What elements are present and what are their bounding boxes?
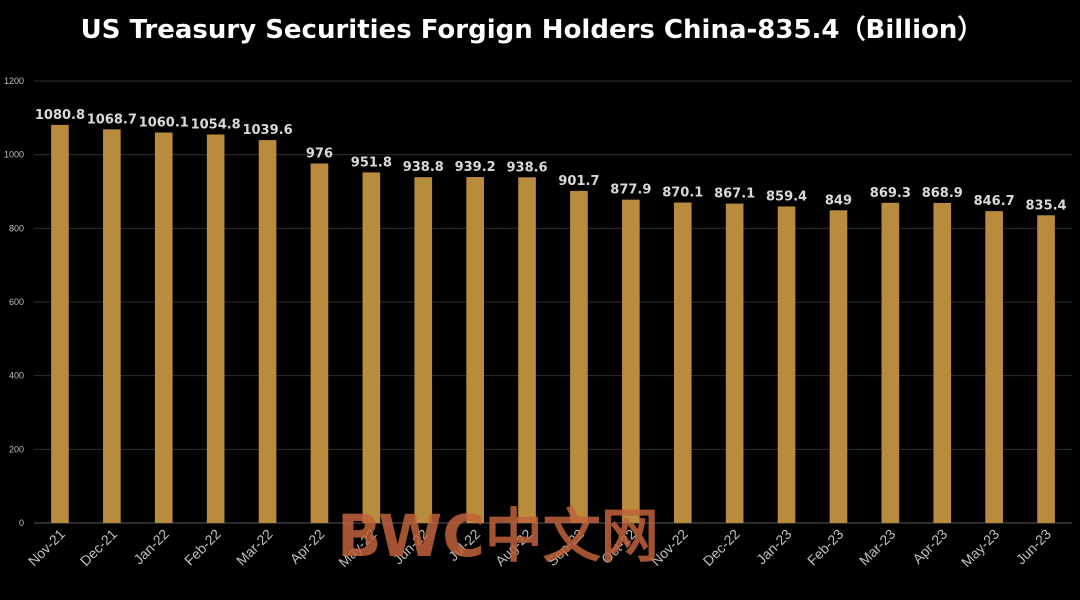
y-tick-label: 0 bbox=[19, 518, 24, 528]
y-axis-ticks: 0 200 400 600 800 1000 1200 bbox=[4, 76, 24, 528]
data-label: 849 bbox=[825, 193, 852, 208]
y-tick-label: 1200 bbox=[4, 76, 24, 86]
data-label: 835.4 bbox=[1025, 198, 1066, 213]
bar bbox=[310, 163, 329, 524]
bar bbox=[466, 177, 484, 523]
watermark: BWC中文网 bbox=[337, 502, 659, 570]
data-label: 1080.8 bbox=[35, 108, 85, 123]
data-label: 870.1 bbox=[662, 186, 703, 201]
bar bbox=[258, 140, 277, 523]
bar bbox=[1037, 215, 1055, 524]
y-tick-label: 200 bbox=[9, 444, 24, 454]
bar bbox=[933, 202, 952, 523]
data-label: 1039.6 bbox=[242, 123, 292, 138]
y-tick-label: 1000 bbox=[4, 150, 24, 160]
y-tick-label: 400 bbox=[9, 371, 24, 381]
bar bbox=[881, 202, 900, 523]
bar bbox=[103, 129, 121, 523]
bar bbox=[206, 134, 225, 523]
bars bbox=[51, 124, 1055, 524]
chart-title: US Treasury Securities Forgign Holders C… bbox=[81, 15, 984, 45]
data-label: 877.9 bbox=[610, 183, 651, 198]
bar bbox=[518, 177, 536, 523]
bar bbox=[985, 211, 1003, 523]
bar bbox=[414, 177, 433, 523]
bar bbox=[362, 172, 381, 523]
data-labels: 1080.8 1068.7 1060.1 1054.8 1039.6 976 951.8 93… bbox=[35, 108, 1067, 213]
data-label: 951.8 bbox=[351, 155, 392, 170]
data-label: 867.1 bbox=[714, 187, 755, 202]
bar bbox=[622, 199, 640, 523]
bar bbox=[673, 202, 692, 523]
bar bbox=[777, 206, 796, 523]
bar bbox=[829, 210, 848, 523]
data-label: 901.7 bbox=[558, 174, 599, 189]
data-label: 869.3 bbox=[870, 186, 911, 201]
data-label: 938.8 bbox=[403, 160, 444, 175]
y-tick-label: 800 bbox=[9, 223, 24, 233]
bar bbox=[51, 124, 69, 523]
data-label: 859.4 bbox=[766, 189, 807, 204]
data-label: 1060.1 bbox=[139, 116, 189, 131]
data-label: 1068.7 bbox=[87, 112, 137, 127]
y-tick-label: 600 bbox=[9, 297, 24, 307]
bar bbox=[725, 203, 744, 523]
data-label: 846.7 bbox=[974, 194, 1015, 209]
bar bbox=[570, 190, 588, 523]
data-label: 939.2 bbox=[455, 160, 496, 175]
data-label: 1054.8 bbox=[191, 117, 241, 132]
data-label: 938.6 bbox=[506, 160, 547, 175]
data-label: 976 bbox=[306, 147, 333, 162]
bar bbox=[154, 132, 173, 523]
data-label: 868.9 bbox=[922, 186, 963, 201]
